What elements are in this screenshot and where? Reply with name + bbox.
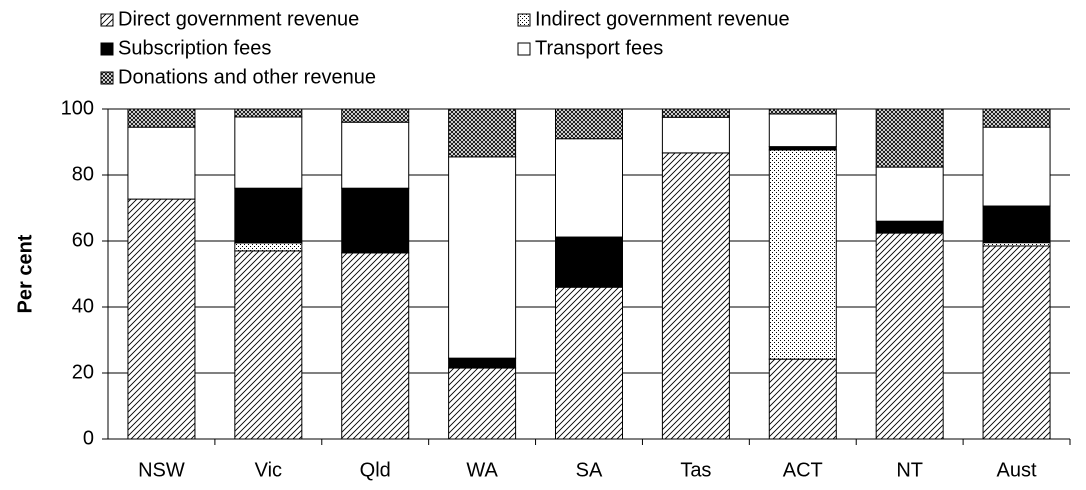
bar-segment	[875, 220, 944, 234]
y-tick-label: 20	[72, 361, 94, 383]
bar-segment	[768, 108, 837, 115]
x-tick-label: WA	[466, 459, 498, 481]
bar-segment	[341, 108, 410, 123]
legend-label: Transport fees	[535, 37, 663, 59]
bar-segment	[875, 166, 944, 222]
bar-segment	[127, 198, 196, 440]
x-tick-label: Aust	[997, 459, 1037, 481]
y-tick-label: 40	[72, 295, 94, 317]
bar-segment	[448, 156, 517, 359]
bar-segment	[661, 108, 730, 118]
bar-segment	[234, 108, 303, 118]
bar-segment	[982, 108, 1051, 128]
bar-segment	[982, 126, 1051, 207]
y-tick-label: 0	[83, 427, 94, 449]
x-tick-label: Qld	[360, 459, 391, 481]
bar-segment	[448, 108, 517, 158]
bar-segment	[555, 108, 623, 140]
bar-segment	[982, 245, 1051, 440]
bar-segment	[768, 149, 837, 360]
y-tick-label: 60	[72, 229, 94, 251]
bar-segment	[127, 108, 196, 128]
bar-segment	[768, 113, 837, 148]
bar-segment	[341, 121, 410, 189]
bar-segment	[341, 252, 410, 440]
bar-segment	[127, 126, 196, 200]
bar-segment	[448, 367, 517, 440]
bar-segment	[768, 358, 837, 440]
x-tick-label: Vic	[255, 459, 282, 481]
legend-swatch	[517, 13, 531, 27]
bar-segment	[555, 286, 623, 440]
legend-swatch	[517, 42, 531, 56]
legend-label: Indirect government revenue	[535, 8, 790, 30]
legend-label: Donations and other revenue	[118, 66, 376, 88]
bar-segment	[234, 187, 303, 244]
legend-swatch	[100, 42, 114, 56]
y-tick-label: 80	[72, 163, 94, 185]
bar-segment	[234, 242, 303, 252]
bar-segment	[234, 250, 303, 440]
x-tick-label: Tas	[680, 459, 711, 481]
bar-segment	[555, 236, 623, 288]
legend-label: Subscription fees	[118, 37, 271, 59]
y-tick-label: 100	[61, 97, 94, 119]
x-tick-label: ACT	[783, 459, 823, 481]
bar-segment	[234, 116, 303, 189]
bar-segment	[982, 205, 1051, 244]
bar-segment	[875, 232, 944, 440]
legend-label: Direct government revenue	[118, 8, 359, 30]
bar-segment	[661, 116, 730, 154]
x-tick-label: NSW	[138, 459, 185, 481]
bar-segment	[341, 187, 410, 254]
y-axis-label: Per cent	[14, 234, 36, 313]
x-tick-label: NT	[896, 459, 923, 481]
bar-segment	[448, 357, 517, 369]
x-tick-label: SA	[576, 459, 603, 481]
legend-swatch	[100, 71, 114, 85]
bar-segment	[555, 138, 623, 238]
bar-segment	[875, 108, 944, 168]
legend-swatch	[100, 13, 114, 27]
bar-segment	[661, 152, 730, 440]
